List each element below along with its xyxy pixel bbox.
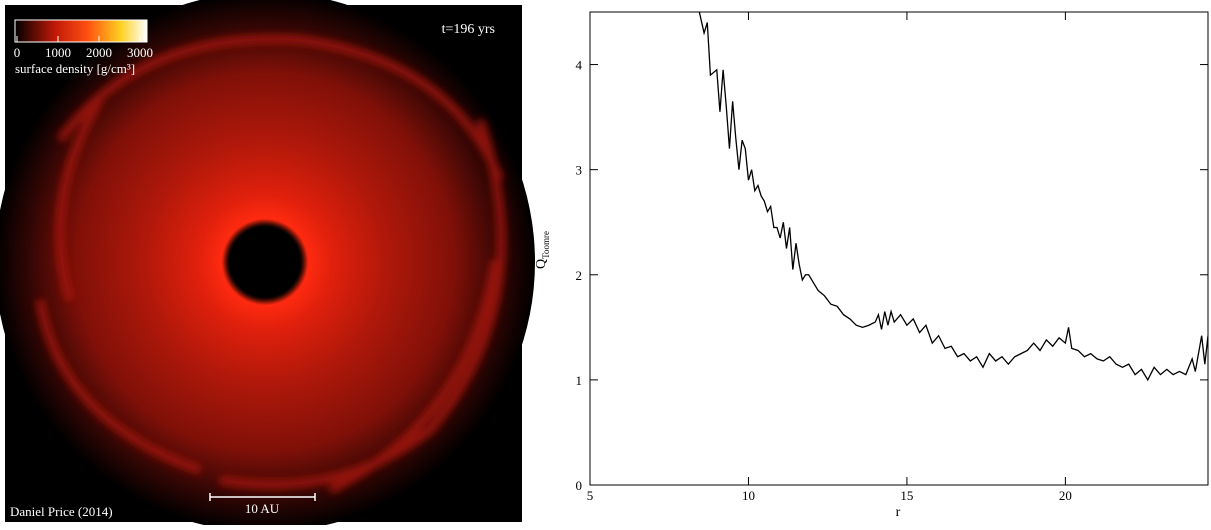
scale-label: 10 AU	[245, 501, 280, 516]
data-line	[698, 12, 1208, 382]
x-tick-label: 5	[587, 488, 594, 503]
y-tick-label: 1	[576, 373, 583, 388]
colorbar-label: surface density [g/cm³]	[15, 61, 135, 76]
credit: Daniel Price (2014)	[10, 504, 113, 519]
colorbar-tick-label: 1000	[45, 45, 71, 60]
y-tick-label: 0	[576, 478, 583, 493]
x-tick-label: 10	[742, 488, 755, 503]
y-label-main: Q	[534, 259, 549, 269]
time-label: t=196 yrs	[442, 22, 495, 37]
colorbar-tick-label: 2000	[86, 45, 112, 60]
y-tick-label: 2	[576, 268, 583, 283]
y-label-sub: Toomre	[541, 231, 551, 259]
y-tick-label: 4	[576, 58, 583, 73]
disk-image: t=196 yrs surface density [g/cm³] 10 AU …	[0, 0, 535, 530]
x-tick-label: 20	[1059, 488, 1072, 503]
x-axis-label: r	[896, 505, 901, 520]
colorbar-tick-label: 3000	[127, 45, 153, 60]
y-axis-label: QToomre	[534, 231, 551, 269]
plot-frame	[589, 11, 1209, 486]
y-tick-label: 3	[576, 163, 583, 178]
colorbar-tick-label: 0	[14, 45, 21, 60]
x-tick-label: 15	[900, 488, 913, 503]
